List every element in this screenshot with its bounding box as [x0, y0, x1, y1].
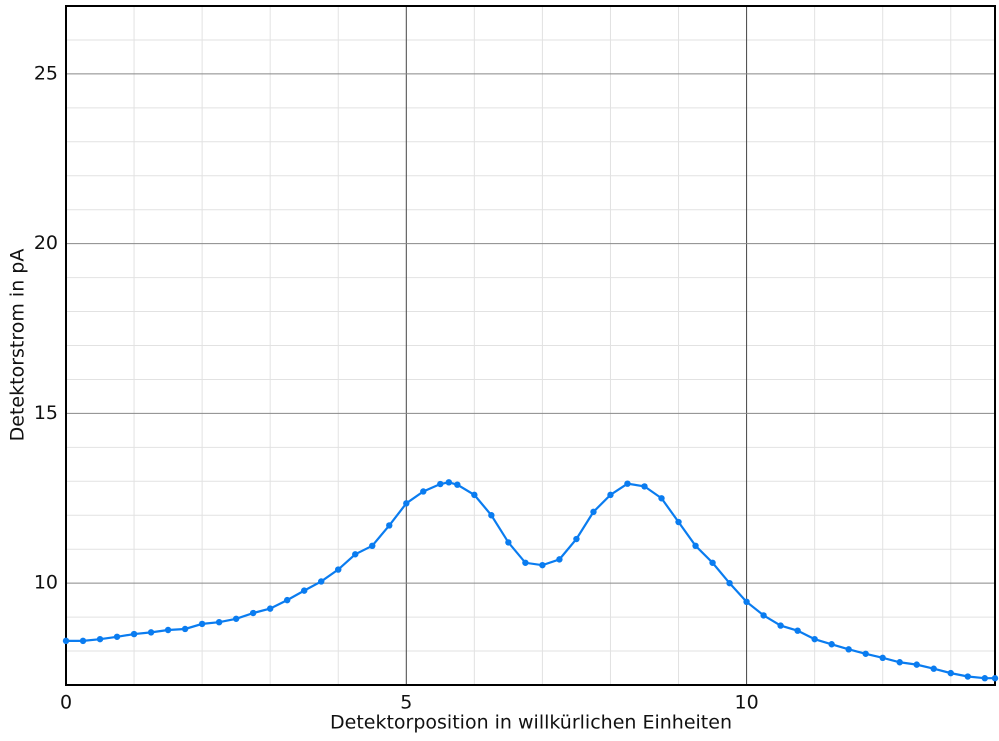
y-axis-label: Detektorstrom in pA [7, 249, 29, 442]
data-point [522, 559, 529, 566]
y-tick-label: 20 [34, 232, 58, 254]
data-point [215, 618, 223, 626]
data-point [930, 665, 937, 672]
data-point [641, 483, 648, 490]
data-point [590, 508, 597, 516]
data-point [675, 518, 682, 526]
plot-frame [65, 5, 996, 686]
data-point [811, 635, 818, 643]
data-point [147, 629, 155, 636]
data-point [266, 605, 274, 612]
data-point [471, 491, 478, 499]
data-point [862, 650, 869, 657]
data-point [352, 551, 359, 558]
data-point [437, 480, 444, 488]
data-point [539, 561, 546, 569]
x-axis-label: Detektorposition in willkürlichen Einhei… [330, 712, 732, 734]
data-point [420, 488, 427, 495]
data-point [403, 500, 410, 507]
y-tick-label: 10 [34, 572, 58, 594]
data-point [828, 641, 835, 648]
data-point [726, 579, 733, 587]
data-point [573, 535, 580, 543]
data-point [777, 622, 784, 629]
data-point [62, 637, 70, 645]
x-tick-label: 5 [400, 692, 412, 714]
data-point [913, 661, 920, 668]
data-point [335, 566, 342, 573]
data-point [624, 480, 631, 487]
data-point [845, 646, 852, 653]
data-point [488, 512, 495, 519]
data-point [879, 654, 886, 662]
data-point [709, 559, 716, 566]
data-point [369, 542, 376, 550]
data-point [658, 495, 665, 502]
data-point [760, 612, 767, 619]
data-point [454, 481, 461, 488]
data-line [66, 481, 995, 680]
data-point [896, 659, 903, 666]
data-point [386, 522, 393, 529]
x-tick-label: 0 [60, 692, 72, 714]
data-point [445, 479, 453, 486]
data-point [964, 673, 971, 680]
data-point [607, 491, 614, 499]
data-point [198, 620, 206, 628]
data-point [96, 635, 104, 643]
data-point [130, 630, 138, 638]
data-point [79, 637, 87, 645]
data-point [283, 596, 291, 604]
x-tick-label: 10 [734, 692, 758, 714]
data-point [181, 625, 189, 633]
data-point [301, 587, 308, 594]
data-point [318, 578, 325, 585]
data-point [947, 669, 954, 677]
data-point [743, 598, 750, 606]
data-point [556, 556, 563, 563]
data-point [232, 615, 240, 622]
y-tick-label: 25 [34, 62, 58, 84]
y-tick-label: 15 [34, 402, 58, 424]
data-point [164, 626, 172, 634]
data-point [981, 675, 988, 682]
data-point [692, 542, 699, 550]
data-point [794, 627, 801, 634]
data-point [113, 633, 121, 640]
data-point [991, 675, 999, 682]
data-point [505, 539, 512, 546]
data-point [249, 609, 257, 617]
